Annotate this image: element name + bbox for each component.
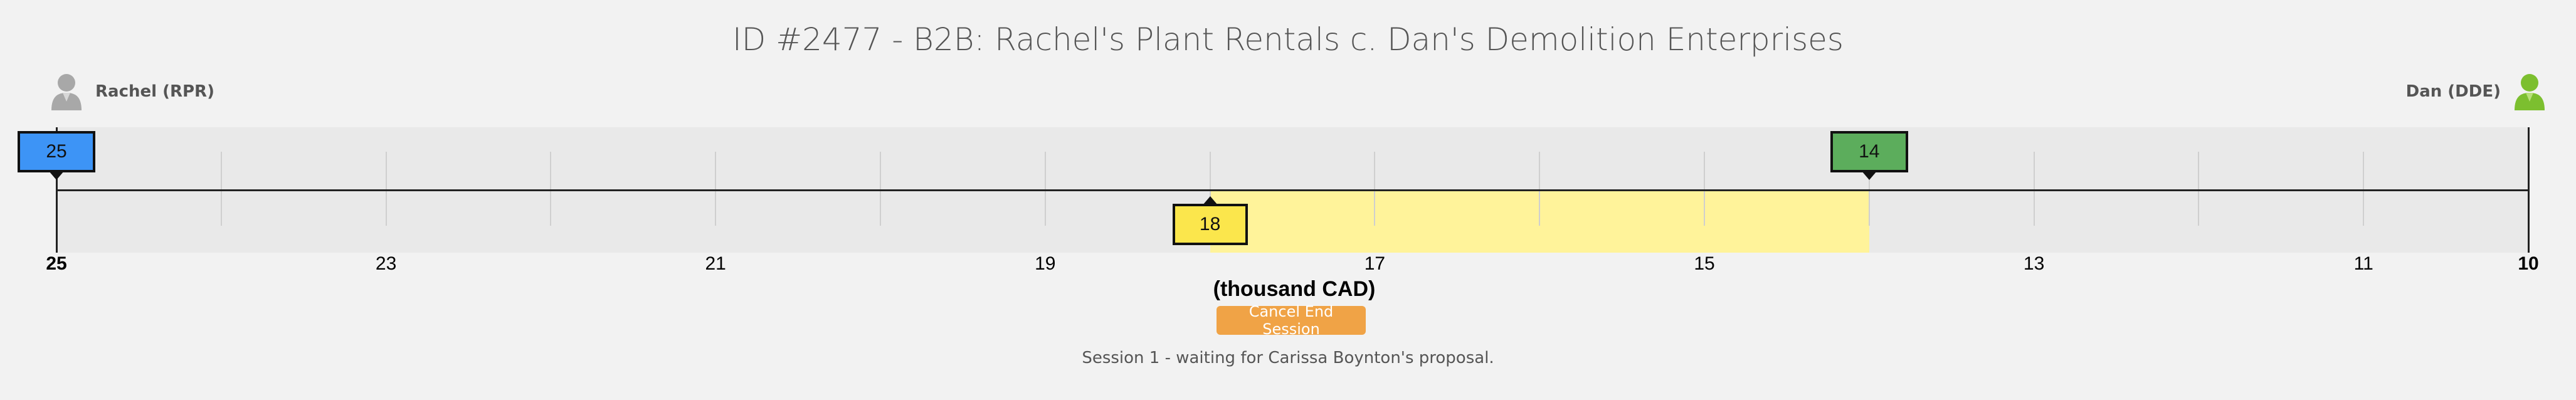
gridline-20 bbox=[880, 152, 881, 226]
left-offer-marker[interactable]: 25 bbox=[18, 131, 95, 180]
gridline-23 bbox=[385, 152, 387, 226]
left-offer-value: 25 bbox=[46, 141, 67, 162]
gridline-22 bbox=[550, 152, 552, 226]
gridline-12 bbox=[2198, 152, 2200, 226]
mid-offer-value: 18 bbox=[1199, 214, 1221, 234]
tick-label-15: 15 bbox=[1694, 253, 1715, 274]
user-gray-icon bbox=[50, 71, 83, 112]
scale-axis-line bbox=[56, 189, 2528, 191]
gridline-19 bbox=[1044, 152, 1046, 226]
mid-offer-pointer bbox=[1202, 196, 1218, 205]
cancel-end-session-button[interactable]: Cancel End Session bbox=[1217, 303, 1366, 338]
tick-label-23: 23 bbox=[375, 253, 397, 274]
right-party: Dan (DDE) bbox=[2406, 69, 2546, 114]
mid-offer-marker[interactable]: 18 bbox=[1172, 196, 1248, 245]
tick-label-25: 25 bbox=[46, 253, 67, 274]
tick-label-19: 19 bbox=[1035, 253, 1056, 274]
tick-label-21: 21 bbox=[705, 253, 726, 274]
session-status: Session 1 - waiting for Carissa Boynton'… bbox=[1082, 349, 1494, 367]
gridline-13 bbox=[2033, 152, 2035, 226]
left-party-name: Rachel (RPR) bbox=[95, 82, 214, 101]
right-offer-pointer bbox=[1861, 171, 1877, 180]
gridline-10 bbox=[2528, 127, 2530, 253]
gridline-11 bbox=[2363, 152, 2365, 226]
tick-label-13: 13 bbox=[2023, 253, 2045, 274]
gridline-14 bbox=[1868, 152, 1870, 226]
gridline-18 bbox=[1209, 152, 1211, 226]
left-party: Rachel (RPR) bbox=[50, 69, 214, 114]
right-offer-marker[interactable]: 14 bbox=[1830, 131, 1908, 180]
right-party-name: Dan (DDE) bbox=[2405, 82, 2501, 101]
unit-label: (thousand CAD) bbox=[1213, 277, 1376, 301]
tick-label-11: 11 bbox=[2353, 253, 2373, 274]
tick-label-10: 10 bbox=[2518, 253, 2539, 274]
gridline-17 bbox=[1374, 152, 1376, 226]
user-green-icon bbox=[2513, 71, 2546, 112]
gridline-24 bbox=[220, 152, 222, 226]
tick-label-17: 17 bbox=[1364, 253, 1386, 274]
left-offer-pointer bbox=[49, 171, 64, 180]
right-offer-value: 14 bbox=[1859, 141, 1880, 162]
gridline-15 bbox=[1704, 152, 1705, 226]
gridline-21 bbox=[715, 152, 717, 226]
page-title: ID #2477 - B2B: Rachel's Plant Rentals c… bbox=[732, 21, 1844, 58]
gridline-16 bbox=[1539, 152, 1541, 226]
